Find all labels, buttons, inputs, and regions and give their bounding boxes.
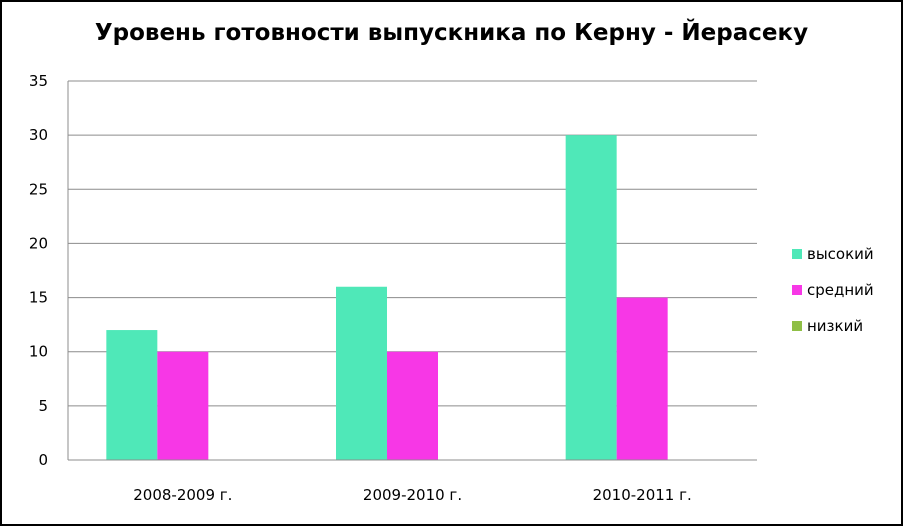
category-label: 2010-2011 г.: [593, 486, 692, 504]
chart-title: Уровень готовности выпускника по Керну -…: [94, 20, 809, 46]
y-tick-label: 20: [29, 234, 48, 252]
bar-высокий-2: [565, 135, 617, 460]
legend-label: высокий: [807, 245, 874, 263]
y-tick-label: 30: [29, 126, 48, 144]
bar-средний-2: [616, 297, 668, 460]
bar-средний-0: [157, 351, 209, 460]
y-tick-label: 15: [29, 289, 48, 307]
category-label: 2009-2010 г.: [363, 486, 462, 504]
y-tick-label: 5: [38, 397, 48, 415]
y-tick-label: 10: [29, 343, 48, 361]
bar-средний-1: [387, 351, 438, 460]
legend-swatch: [792, 285, 802, 295]
legend-label: средний: [807, 281, 874, 299]
bar-высокий-0: [106, 330, 158, 460]
category-label: 2008-2009 г.: [133, 486, 232, 504]
axes: [67, 81, 757, 461]
y-tick-label: 35: [29, 72, 48, 90]
legend-swatch: [792, 321, 802, 331]
category-labels: 2008-2009 г. 2009-2010 г. 2010-2011 г.: [133, 486, 692, 504]
bars: [106, 135, 668, 460]
legend: высокий средний низкий: [792, 245, 874, 335]
bar-высокий-1: [336, 286, 387, 460]
y-tick-label: 25: [29, 180, 48, 198]
legend-label: низкий: [807, 317, 863, 335]
legend-swatch: [792, 249, 802, 259]
y-tick-label: 0: [38, 451, 48, 469]
y-tick-labels: 0 5 10 15 20 25 30 35: [29, 72, 48, 469]
